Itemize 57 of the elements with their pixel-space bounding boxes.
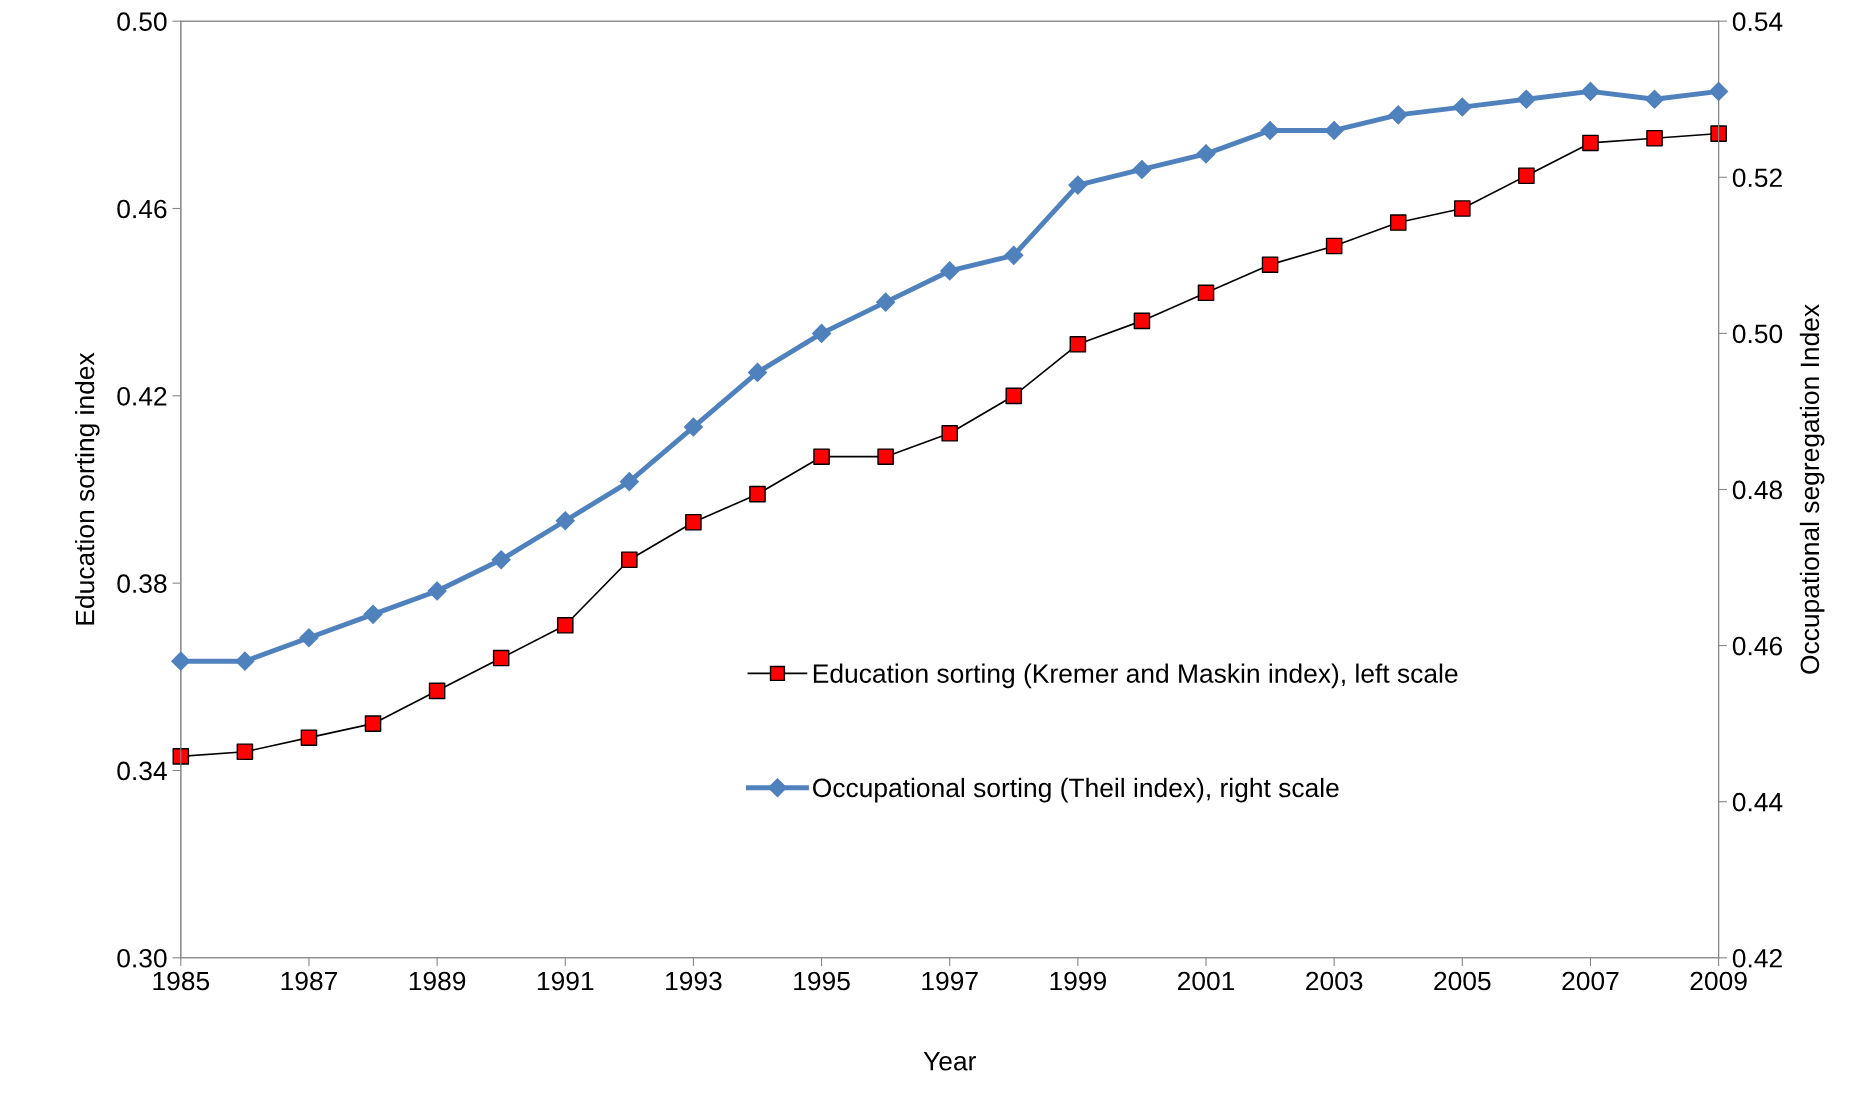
x-tick-label: 1991 [537, 971, 594, 991]
point [1709, 81, 1729, 101]
y2-tick-label: 0.44 [1732, 792, 1783, 812]
point [876, 292, 896, 312]
point [1260, 120, 1280, 140]
legend-label: Education sorting (Kremer and Maskin index), left scale [813, 663, 1458, 689]
y-tick-label: 0.42 [117, 386, 167, 406]
point [1004, 245, 1024, 265]
point [1196, 144, 1216, 164]
point [427, 581, 447, 601]
y-tick-label: 0.30 [117, 948, 167, 968]
point [171, 651, 191, 671]
x-tick-label: 2003 [1306, 971, 1363, 991]
point [1644, 89, 1665, 109]
y2-tick-label: 0.48 [1732, 480, 1783, 500]
y2-tick-label: 0.46 [1732, 636, 1782, 656]
point [1452, 97, 1472, 117]
x-tick-label: 2007 [1562, 971, 1619, 991]
y2-tick-label: 0.50 [1732, 324, 1783, 344]
y-tick-label: 0.46 [117, 199, 167, 219]
x-tick-label: 1985 [153, 971, 210, 991]
y-axis-title: Education sorting index [74, 352, 100, 625]
x-tick-label: 1997 [922, 971, 978, 991]
point [747, 362, 768, 382]
point [1068, 175, 1088, 195]
point [299, 628, 319, 648]
y-tick-label: 0.50 [117, 12, 167, 32]
y-tick-label: 0.38 [117, 574, 167, 593]
point [1580, 81, 1600, 101]
point [1324, 120, 1344, 140]
point [555, 511, 575, 531]
point [235, 651, 255, 671]
y2-tick-label: 0.52 [1732, 168, 1782, 188]
point [1516, 89, 1536, 109]
point [1132, 159, 1152, 180]
x-tick-label: 2005 [1434, 971, 1491, 991]
x-tick-label: 1999 [1050, 971, 1106, 991]
point [683, 417, 703, 437]
x-tick-label: 1995 [794, 971, 850, 991]
y-tick-label: 0.34 [117, 761, 167, 781]
point [363, 604, 383, 624]
point [1388, 105, 1408, 125]
legend-label: Occupational sorting (Theil index), right scale [813, 777, 1339, 803]
x-tick-label: 2009 [1690, 971, 1747, 991]
y2-tick-label: 0.42 [1732, 948, 1782, 968]
point [940, 261, 960, 281]
point [619, 472, 639, 492]
y2-tick-label: 0.54 [1732, 12, 1783, 32]
point [1133, 312, 1151, 330]
x-tick-label: 1987 [281, 971, 337, 991]
x-tick-label: 1989 [409, 971, 466, 991]
x-tick-label: 2001 [1177, 971, 1235, 991]
x-tick-label: 1993 [666, 971, 722, 991]
x-axis-title: Year [923, 1052, 976, 1071]
point [491, 550, 511, 570]
y2-axis-title: Occupational segregation Index [1799, 304, 1825, 674]
point [812, 323, 832, 343]
